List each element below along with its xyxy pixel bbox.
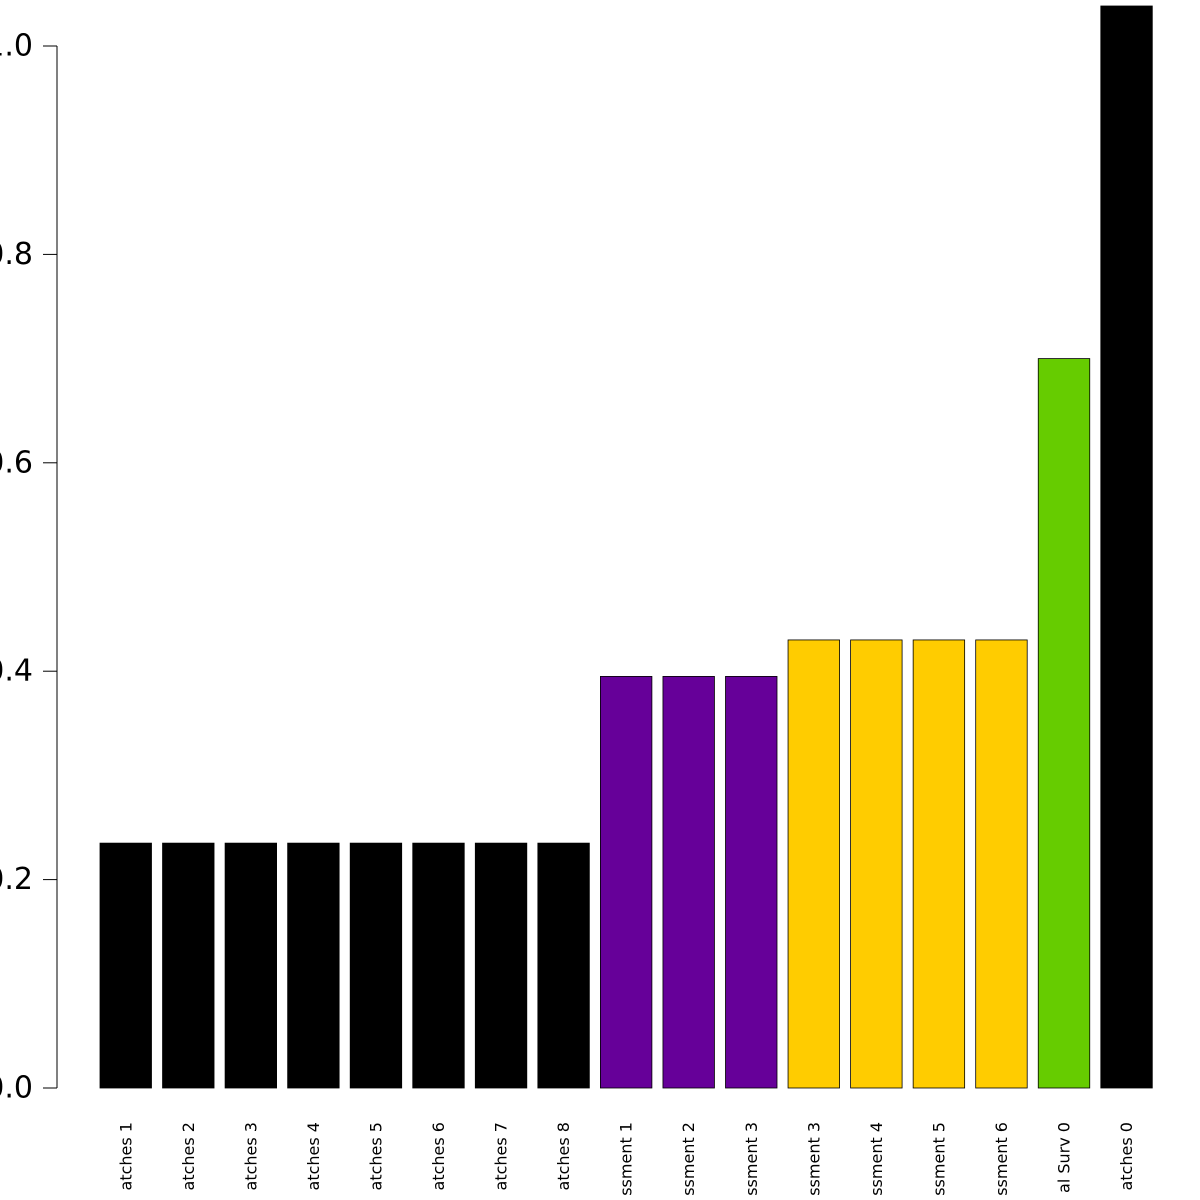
x-category-label: ssment 2 <box>679 1122 698 1196</box>
x-category-label: atches 0 <box>1117 1122 1136 1190</box>
bar <box>975 639 1028 1089</box>
bar <box>537 842 590 1089</box>
y-tick-label: 0.4 <box>0 654 33 689</box>
bar <box>474 842 528 1089</box>
bar <box>662 676 715 1089</box>
x-category-label: atches 7 <box>492 1122 511 1190</box>
x-category-label: ssment 4 <box>867 1122 886 1196</box>
y-tick-label: 0.6 <box>0 445 33 480</box>
bar <box>600 676 653 1089</box>
bar <box>162 842 215 1089</box>
bar <box>287 842 340 1089</box>
bar <box>1037 358 1091 1089</box>
x-category-label: ssment 3 <box>742 1122 761 1196</box>
bar <box>224 842 278 1089</box>
bar <box>725 676 778 1089</box>
bar <box>787 639 840 1089</box>
y-tick-label: 1.0 <box>0 29 33 64</box>
bar <box>349 842 403 1089</box>
x-category-label: ssment 5 <box>929 1122 948 1196</box>
x-category-label: atches 6 <box>429 1122 448 1190</box>
x-category-label: atches 4 <box>304 1122 323 1190</box>
x-category-label: atches 5 <box>366 1122 385 1190</box>
bar <box>912 639 966 1089</box>
bar <box>850 639 903 1089</box>
x-category-label: ssment 6 <box>992 1122 1011 1196</box>
x-category-label: al Surv 0 <box>1055 1122 1074 1193</box>
x-category-label: ssment 3 <box>804 1122 823 1196</box>
bar <box>1100 5 1153 1089</box>
bar <box>412 842 465 1089</box>
y-tick-label: 0.2 <box>0 862 33 897</box>
bar <box>99 842 152 1089</box>
x-axis-labels: atches 1 atches 2 atches 3 atches 4 atches 5… <box>116 1122 1136 1196</box>
x-category-label: ssment 1 <box>617 1122 636 1196</box>
x-category-label: atches 1 <box>116 1122 135 1190</box>
y-tick-label: 0.8 <box>0 237 33 272</box>
x-category-label: atches 8 <box>554 1122 573 1190</box>
y-tick-label: 0.0 <box>0 1071 33 1106</box>
y-axis: 0.0 0.2 0.4 0.6 0.8 1.0 <box>0 29 58 1106</box>
x-category-label: atches 3 <box>241 1122 260 1190</box>
x-category-label: atches 2 <box>179 1122 198 1190</box>
bars <box>99 5 1153 1089</box>
